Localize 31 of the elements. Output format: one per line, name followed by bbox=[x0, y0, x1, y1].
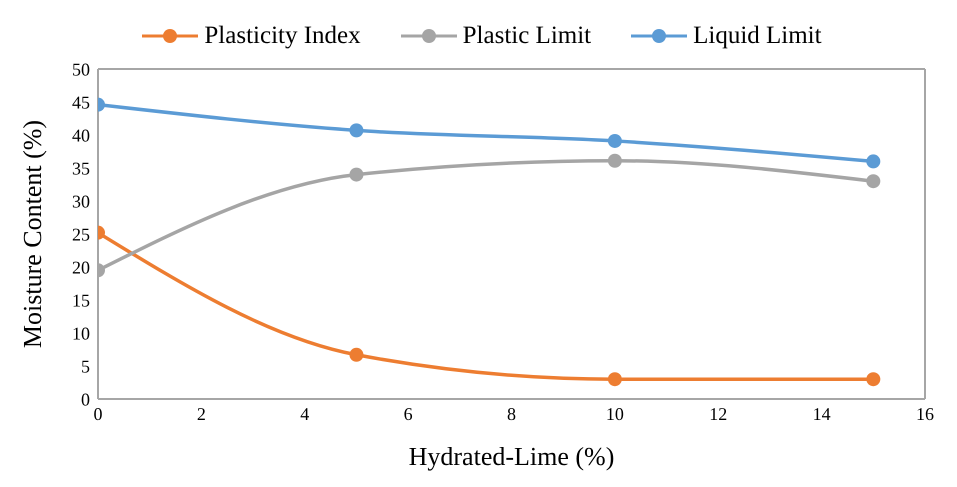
x-tick-label: 16 bbox=[916, 404, 934, 424]
point bbox=[608, 134, 622, 148]
y-axis-title: Moisture Content (%) bbox=[18, 120, 48, 348]
y-tick-label: 15 bbox=[72, 290, 90, 310]
x-tick-label: 12 bbox=[709, 404, 728, 424]
point bbox=[866, 372, 880, 386]
x-tick-label: 4 bbox=[300, 404, 310, 424]
y-tick-label: 5 bbox=[81, 356, 90, 376]
legend-label: Plastic Limit bbox=[462, 22, 592, 50]
point bbox=[608, 154, 622, 168]
point bbox=[866, 154, 880, 168]
y-tick-label: 0 bbox=[81, 389, 90, 410]
x-tick-label: 2 bbox=[196, 404, 206, 424]
x-tick-label: 10 bbox=[606, 404, 624, 424]
y-tick-label: 40 bbox=[72, 125, 90, 146]
legend-label: Liquid Limit bbox=[693, 22, 822, 50]
x-tick-label: 6 bbox=[404, 404, 413, 424]
legend-label: Plasticity Index bbox=[204, 22, 361, 50]
y-tick-label: 45 bbox=[72, 92, 90, 112]
x-tick-label: 8 bbox=[507, 404, 516, 424]
point bbox=[608, 372, 622, 386]
point bbox=[866, 174, 880, 188]
x-tick-label: 14 bbox=[812, 404, 831, 424]
x-axis-title: Hydrated-Lime (%) bbox=[408, 442, 614, 471]
y-tick-label: 25 bbox=[72, 224, 90, 244]
y-tick-label: 20 bbox=[72, 257, 90, 278]
y-tick-label: 50 bbox=[72, 59, 90, 80]
y-tick-label: 35 bbox=[72, 158, 90, 178]
y-tick-label: 10 bbox=[72, 323, 90, 344]
y-tick-label: 30 bbox=[72, 191, 90, 212]
x-tick-label: 0 bbox=[94, 404, 102, 424]
